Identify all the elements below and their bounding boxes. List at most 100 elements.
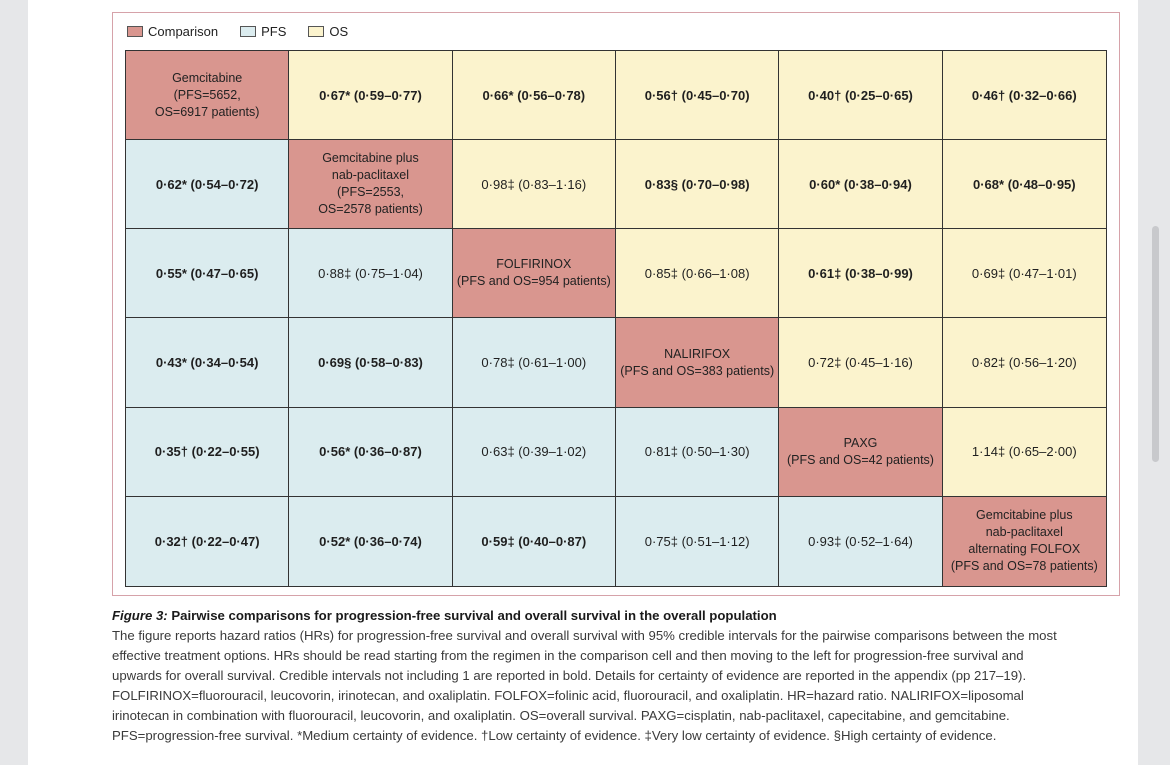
hazard-ratio-value: 0·83§ (0·70–0·98): [644, 176, 750, 192]
os-hr-cell: 0·83§ (0·70–0·98): [615, 140, 780, 230]
caption-line: The figure reports hazard ratios (HRs) f…: [112, 628, 1057, 643]
regimen-label-line: (PFS=5652,: [173, 87, 241, 102]
regimen-label-line: (PFS and OS=954 patients): [456, 274, 611, 289]
os-hr-cell: 0·56† (0·45–0·70): [615, 51, 780, 141]
hazard-ratio-value: 0·35† (0·22–0·55): [154, 444, 260, 460]
pfs-hr-cell: 0·75‡ (0·51–1·12): [615, 496, 780, 586]
pfs-hr-cell: 0·52* (0·36–0·74): [289, 496, 453, 586]
legend-swatch-pfs: [240, 25, 257, 37]
regimen-label-line: Gemcitabine plus: [322, 151, 419, 166]
comparison-cell: FOLFIRINOX (PFS and OS=954 patients): [452, 229, 616, 319]
caption-line: FOLFIRINOX=fluorouracil, leucovorin, iri…: [112, 688, 1024, 703]
os-hr-cell: 1·14‡ (0·65–2·00): [942, 407, 1106, 497]
hazard-ratio-value: 0·43* (0·34–0·54): [155, 355, 259, 371]
legend-item-comparison: Comparison: [127, 24, 218, 39]
hazard-ratio-value: 0·55* (0·47–0·65): [155, 265, 259, 281]
pfs-hr-cell: 0·81‡ (0·50–1·30): [615, 407, 780, 497]
legend-label-os: OS: [329, 23, 349, 39]
legend-swatch-comparison: [127, 25, 143, 37]
os-hr-cell: 0·66* (0·56–0·78): [452, 51, 616, 141]
hazard-ratio-value: 0·52* (0·36–0·74): [319, 533, 422, 549]
hazard-ratio-value: 0·61‡ (0·38–0·99): [808, 265, 913, 281]
caption-line: upwards for overall survival. Credible i…: [112, 668, 1027, 683]
pfs-hr-cell: 0·55* (0·47–0·65): [126, 229, 290, 319]
os-hr-cell: 0·82‡ (0·56–1·20): [942, 318, 1106, 408]
hazard-ratio-value: 0·82‡ (0·56–1·20): [971, 355, 1077, 371]
regimen-label-line: nab-paclitaxel: [985, 525, 1063, 540]
regimen-label-line: OS=2578 patients): [318, 202, 423, 217]
pfs-hr-cell: 0·56* (0·36–0·87): [289, 407, 453, 497]
pfs-hr-cell: 0·59‡ (0·40–0·87): [452, 496, 616, 586]
legend-item-pfs: PFS: [240, 24, 286, 39]
regimen-label-line: (PFS and OS=383 patients): [620, 363, 775, 378]
hazard-ratio-value: 0·56† (0·45–0·70): [644, 87, 750, 103]
hazard-ratio-value: 0·46† (0·32–0·66): [971, 87, 1077, 103]
pfs-hr-cell: 0·93‡ (0·52–1·64): [779, 496, 943, 586]
comparison-cell: Gemcitabine (PFS=5652, OS=6917 patients): [126, 51, 290, 141]
hazard-ratio-value: 0·69§ (0·58–0·83): [318, 355, 423, 371]
pfs-hr-cell: 0·35† (0·22–0·55): [126, 407, 290, 497]
os-hr-cell: 0·40† (0·25–0·65): [779, 51, 943, 141]
hazard-ratio-value: 0·88‡ (0·75–1·04): [318, 265, 423, 281]
regimen-label-line: Gemcitabine: [172, 70, 243, 85]
pfs-hr-cell: 0·88‡ (0·75–1·04): [289, 229, 453, 319]
legend-item-os: OS: [308, 24, 348, 39]
regimen-label-line: OS=6917 patients): [154, 104, 260, 119]
os-hr-cell: 0·46† (0·32–0·66): [942, 51, 1106, 141]
legend-swatch-os: [308, 25, 325, 37]
legend-label-comparison: Comparison: [148, 23, 219, 39]
caption-title-text: Pairwise comparisons for progression-fre…: [167, 608, 777, 623]
pfs-hr-cell: 0·78‡ (0·61–1·00): [452, 318, 616, 408]
figure-frame: [112, 12, 1120, 596]
caption-title: Figure 3: Pairwise comparisons for progr…: [112, 606, 1112, 626]
comparison-cell: PAXG (PFS and OS=42 patients): [779, 407, 943, 497]
regimen-label: Gemcitabine (PFS=5652, OS=6917 patients): [155, 70, 260, 121]
hazard-ratio-value: 0·98‡ (0·83–1·16): [481, 176, 587, 192]
hazard-ratio-value: 0·72‡ (0·45–1·16): [808, 355, 913, 371]
hazard-ratio-value: 0·75‡ (0·51–1·12): [644, 533, 750, 549]
hazard-ratio-value: 0·62* (0·54–0·72): [155, 176, 259, 192]
hazard-ratio-value: 0·56* (0·36–0·87): [319, 444, 422, 460]
figure-caption: Figure 3: Pairwise comparisons for progr…: [112, 606, 1112, 746]
regimen-label-line: (PFS=2553,: [336, 185, 405, 200]
os-hr-cell: 0·72‡ (0·45–1·16): [779, 318, 943, 408]
regimen-label-line: FOLFIRINOX: [496, 257, 572, 272]
os-hr-cell: 0·60* (0·38–0·94): [779, 140, 943, 230]
comparison-cell: Gemcitabine plus nab-paclitaxel (PFS=2553,…: [289, 140, 453, 230]
figure-legend: Comparison PFS OS: [127, 21, 370, 41]
pfs-hr-cell: 0·32† (0·22–0·47): [126, 496, 290, 586]
regimen-label: PAXG (PFS and OS=42 patients): [787, 435, 934, 469]
hazard-ratio-value: 0·66* (0·56–0·78): [482, 87, 586, 103]
caption-line: PFS=progression-free survival. *Medium c…: [112, 728, 997, 743]
os-hr-cell: 0·61‡ (0·38–0·99): [779, 229, 943, 319]
scrollbar-thumb[interactable]: [1152, 226, 1159, 462]
pfs-hr-cell: 0·43* (0·34–0·54): [126, 318, 290, 408]
hazard-ratio-value: 0·60* (0·38–0·94): [809, 176, 912, 192]
regimen-label-line: PAXG: [843, 435, 878, 450]
comparison-cell: NALIRIFOX (PFS and OS=383 patients): [615, 318, 780, 408]
legend-label-pfs: PFS: [261, 23, 287, 39]
hazard-ratio-value: 0·40† (0·25–0·65): [808, 87, 913, 103]
hazard-ratio-value: 0·81‡ (0·50–1·30): [644, 444, 750, 460]
hazard-ratio-value: 0·69‡ (0·47–1·01): [971, 265, 1077, 281]
os-hr-cell: 0·98‡ (0·83–1·16): [452, 140, 616, 230]
pfs-hr-cell: 0·62* (0·54–0·72): [126, 140, 290, 230]
hazard-ratio-value: 0·68* (0·48–0·95): [973, 176, 1076, 192]
comparison-matrix: Gemcitabine (PFS=5652, OS=6917 patients) 0·…: [125, 50, 1107, 587]
regimen-label-line: NALIRIFOX: [664, 346, 731, 361]
hazard-ratio-value: 0·59‡ (0·40–0·87): [481, 533, 587, 549]
regimen-label: FOLFIRINOX (PFS and OS=954 patients): [457, 256, 611, 290]
caption-line: irinotecan in combination with fluoroura…: [112, 708, 1010, 723]
hazard-ratio-value: 0·93‡ (0·52–1·64): [808, 533, 913, 549]
os-hr-cell: 0·67* (0·59–0·77): [289, 51, 453, 141]
hazard-ratio-value: 0·78‡ (0·61–1·00): [481, 355, 587, 371]
regimen-label-line: alternating FOLFOX: [968, 542, 1081, 557]
caption-figure-number: Figure 3:: [112, 608, 168, 623]
hazard-ratio-value: 0·85‡ (0·66–1·08): [644, 265, 750, 281]
os-hr-cell: 0·68* (0·48–0·95): [942, 140, 1106, 230]
hazard-ratio-value: 0·63‡ (0·39–1·02): [481, 444, 587, 460]
regimen-label: Gemcitabine plus nab-paclitaxel alternatin…: [951, 507, 1098, 575]
comparison-cell: Gemcitabine plus nab-paclitaxel alternatin…: [942, 496, 1106, 586]
regimen-label: NALIRIFOX (PFS and OS=383 patients): [620, 346, 774, 380]
hazard-ratio-value: 0·32† (0·22–0·47): [154, 533, 260, 549]
